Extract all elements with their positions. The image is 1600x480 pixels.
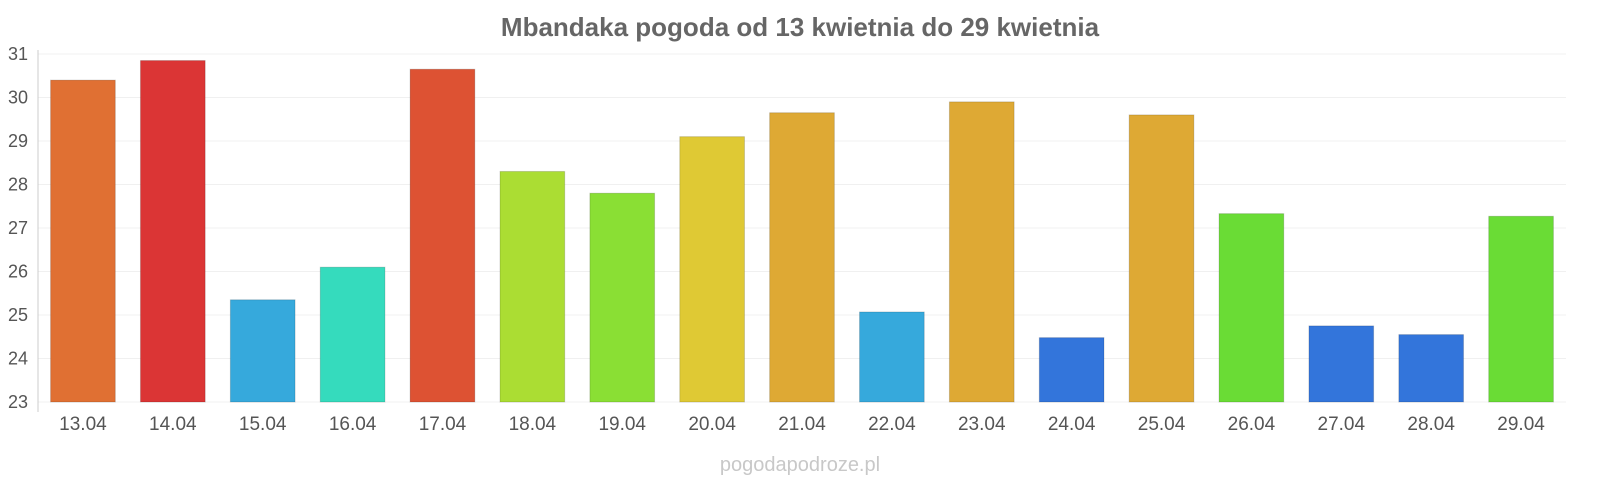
bar	[948, 101, 1015, 403]
bar	[1128, 114, 1195, 403]
y-tick-label: 24	[8, 349, 28, 369]
chart-title: Mbandaka pogoda od 13 kwietnia do 29 kwi…	[501, 12, 1100, 42]
bar	[229, 299, 296, 403]
y-tick-label: 23	[8, 392, 28, 412]
x-tick-label: 14.04	[149, 414, 197, 435]
bar	[1218, 213, 1285, 403]
y-tick-label: 27	[8, 218, 28, 238]
bar	[499, 170, 566, 403]
bars	[50, 60, 1554, 403]
bar	[409, 68, 476, 403]
watermark: pogodapodroze.pl	[720, 454, 880, 476]
x-tick-label: 24.04	[1048, 414, 1096, 435]
x-tick-label: 21.04	[778, 414, 826, 435]
x-tick-label: 28.04	[1407, 414, 1455, 435]
bar	[1488, 215, 1554, 403]
x-tick-label: 19.04	[598, 414, 646, 435]
x-tick-label: 23.04	[958, 414, 1006, 435]
x-tick-label: 20.04	[688, 414, 736, 435]
y-tick-label: 28	[8, 175, 28, 195]
x-tick-label: 29.04	[1497, 414, 1545, 435]
y-tick-label: 26	[8, 262, 28, 282]
bar	[50, 79, 116, 403]
x-tick-label: 27.04	[1318, 414, 1366, 435]
bar	[319, 266, 386, 403]
y-tick-label: 25	[8, 305, 28, 325]
bar	[1308, 325, 1375, 403]
y-axis: 23 24 25 26 27 28 29 30 31	[8, 44, 39, 412]
x-tick-label: 15.04	[239, 414, 287, 435]
x-tick-label: 13.04	[59, 414, 107, 435]
x-axis: 13.04 14.04 15.04 16.04 17.04 18.04 19.04 20.04…	[59, 414, 1545, 435]
x-tick-label: 17.04	[419, 414, 467, 435]
bar	[679, 136, 745, 403]
x-tick-label: 16.04	[329, 414, 377, 435]
x-tick-label: 25.04	[1138, 414, 1186, 435]
bar	[589, 192, 656, 403]
x-tick-label: 22.04	[868, 414, 916, 435]
y-tick-label: 30	[8, 88, 28, 108]
x-tick-label: 26.04	[1228, 414, 1276, 435]
x-tick-label: 18.04	[509, 414, 557, 435]
bar	[1038, 337, 1105, 403]
y-tick-label: 29	[8, 131, 28, 151]
bar	[1398, 334, 1465, 403]
y-tick-label: 31	[8, 44, 28, 64]
bar	[859, 311, 925, 403]
bar	[769, 112, 835, 403]
bar	[139, 60, 206, 403]
